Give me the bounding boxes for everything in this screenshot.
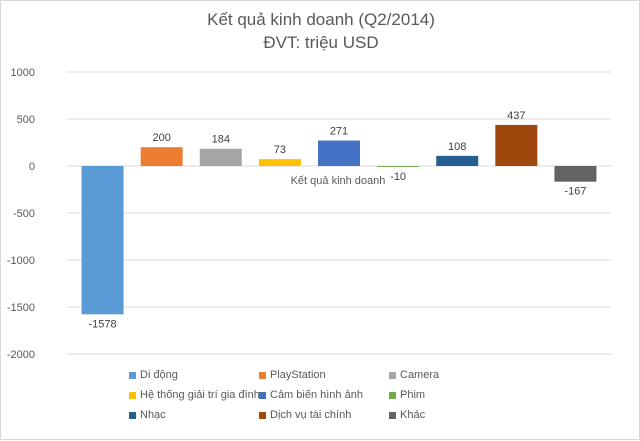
data-label: -1578 [88, 318, 116, 330]
y-tick-label: -1500 [7, 302, 35, 314]
legend-label: PlayStation [270, 369, 326, 381]
legend-swatch [259, 391, 266, 399]
y-tick-label: -1000 [7, 255, 35, 267]
data-label: 437 [507, 110, 525, 122]
data-label: 108 [448, 141, 466, 153]
legend: Di động PlayStation Camera Hệ thống giải tr… [129, 369, 529, 421]
data-label: 73 [274, 144, 286, 156]
legend-swatch [389, 391, 396, 399]
legend-swatch [389, 371, 396, 379]
y-tick-label: 500 [17, 114, 35, 126]
legend-label: Nhạc [140, 409, 166, 421]
legend-item: Camera [389, 369, 517, 381]
legend-label: Dịch vụ tài chính [270, 409, 352, 421]
legend-label: Camera [400, 369, 440, 381]
legend-label: Phim [400, 389, 426, 401]
data-label: 184 [212, 134, 230, 146]
data-label: 200 [152, 132, 170, 144]
bar [140, 147, 183, 166]
bar [199, 148, 242, 166]
legend-swatch [129, 371, 136, 379]
legend-item: PlayStation [259, 369, 387, 381]
legend-swatch [129, 391, 136, 399]
bar [554, 166, 597, 182]
legend-item: Nhạc [129, 409, 257, 421]
legend-item: Khác [389, 409, 517, 421]
bar [318, 140, 360, 166]
legend-swatch [259, 371, 266, 379]
legend-swatch [389, 411, 396, 419]
legend-swatch [129, 411, 136, 419]
y-tick-label: 1000 [11, 67, 35, 79]
legend-label: Hệ thống giải trí gia đình [140, 389, 260, 401]
legend-item: Cảm biến hình ảnh [259, 389, 387, 401]
bar [81, 166, 124, 315]
y-tick-label: -500 [13, 208, 35, 220]
y-tick-label: -2000 [7, 349, 35, 361]
bar [258, 159, 301, 166]
bar [436, 155, 479, 166]
legend-item: Phim [389, 389, 517, 401]
legend-label: Cảm biến hình ảnh [270, 389, 363, 401]
legend-label: Di động [140, 369, 178, 381]
legend-swatch [259, 411, 266, 419]
data-label: -10 [390, 171, 406, 183]
chart-title: Kết quả kinh doanh (Q2/2014) [207, 10, 435, 29]
legend-item: Hệ thống giải trí gia đình [129, 389, 260, 401]
legend-item: Dịch vụ tài chính [259, 409, 387, 421]
data-label: 271 [330, 126, 348, 138]
bar [495, 124, 538, 166]
data-label: -167 [564, 186, 586, 198]
x-category-label: Kết quả kinh doanh [291, 175, 386, 187]
legend-item: Di động [129, 369, 257, 381]
chart-subtitle: ĐVT: triệu USD [263, 33, 379, 52]
y-tick-label: 0 [29, 161, 35, 173]
legend-label: Khác [400, 409, 426, 421]
bar [377, 166, 420, 167]
